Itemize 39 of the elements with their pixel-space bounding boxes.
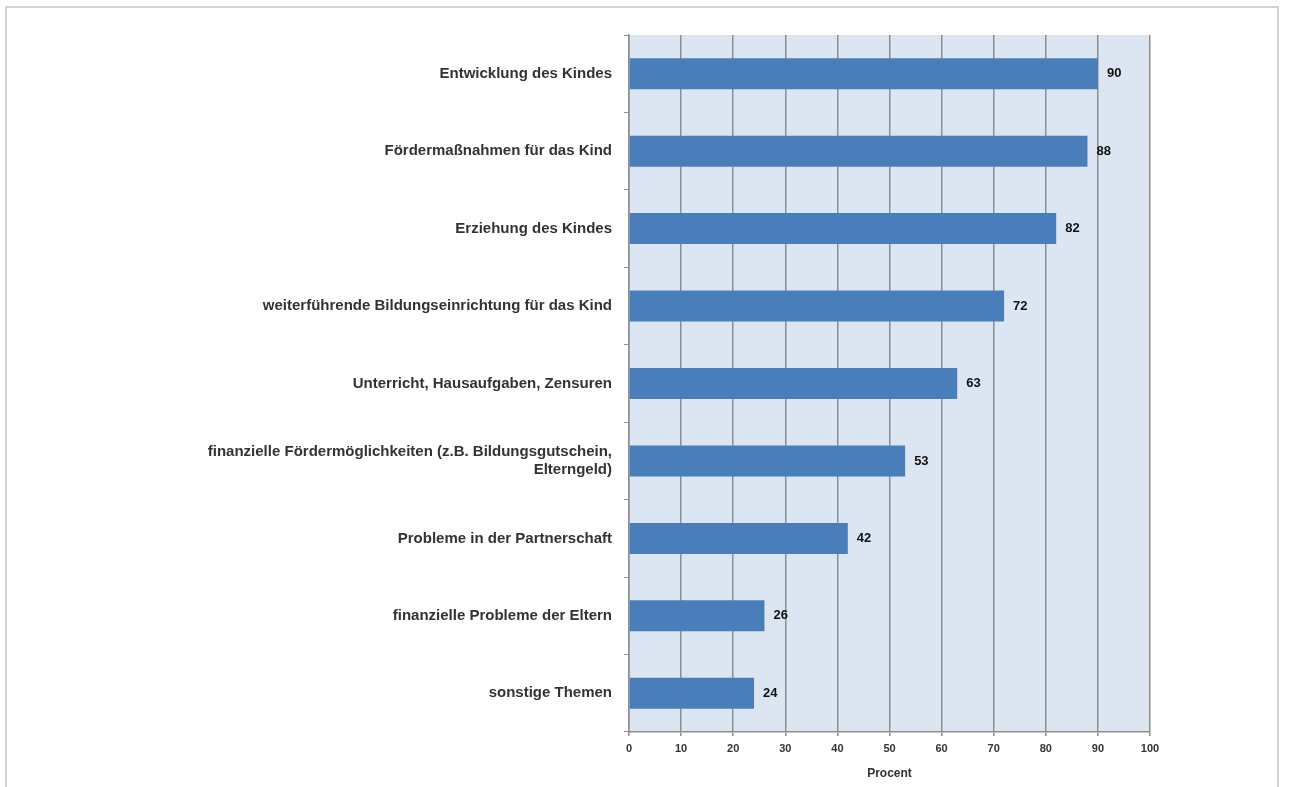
data-label: 26	[773, 607, 788, 623]
bar	[629, 445, 906, 477]
x-tick-label: 90	[1091, 741, 1105, 754]
bar	[629, 522, 848, 554]
data-label: 72	[1013, 297, 1028, 313]
x-tick-label: 100	[1140, 741, 1160, 754]
data-label: 88	[1096, 142, 1111, 158]
data-label: 53	[914, 452, 929, 468]
x-tick-label: 30	[779, 741, 792, 754]
bar	[629, 677, 755, 709]
y-tick-label: Probleme in der Partnerschaft	[397, 528, 612, 546]
x-tick-label: 70	[987, 741, 1000, 754]
x-tick-label: 50	[883, 741, 896, 754]
data-label: 63	[966, 375, 981, 391]
x-tick-label: 60	[935, 741, 948, 754]
bar	[629, 213, 1057, 245]
y-tick-label: weiterführende Bildungseinrichtung für das Kind	[261, 296, 612, 314]
x-tick-label: 10	[674, 741, 688, 754]
bar	[629, 58, 1098, 90]
bar	[629, 290, 1005, 322]
y-tick-label: Entwicklung des Kindes	[439, 63, 612, 81]
data-label: 42	[856, 529, 872, 545]
y-tick-label: finanzielle Fördermöglichkeiten (z.B. Bildungsgutschein, Elterngeld)	[207, 442, 612, 478]
x-tick-label: 40	[831, 741, 844, 754]
y-tick-label: Fördermaßnahmen für das Kind	[384, 141, 612, 159]
bar	[629, 600, 765, 632]
data-label: 82	[1065, 220, 1080, 236]
bar	[629, 368, 958, 399]
y-tick-label: Erziehung des Kindes	[455, 218, 612, 236]
bar	[629, 135, 1088, 167]
x-tick-label: 0	[625, 741, 633, 754]
x-axis-title: Procent	[867, 766, 912, 781]
y-tick-label: Unterricht, Hausaufgaben, Zensuren	[352, 373, 612, 391]
data-label: 24	[763, 684, 779, 700]
x-tick-label: 20	[727, 741, 740, 754]
y-tick-label: finanzielle Probleme der Eltern	[392, 605, 612, 623]
x-tick-label: 80	[1039, 741, 1052, 754]
data-label: 90	[1106, 65, 1122, 81]
y-tick-label: sonstige Themen	[488, 683, 612, 701]
